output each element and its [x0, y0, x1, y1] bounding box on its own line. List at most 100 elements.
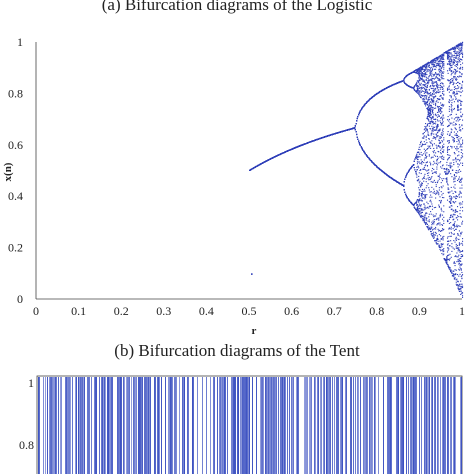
chart-a-point	[393, 179, 395, 181]
chart-a-point	[383, 88, 385, 90]
chart-a-point	[396, 82, 398, 84]
chart-a-point	[378, 91, 380, 93]
chart-a-point	[368, 158, 370, 160]
chart-a-point	[276, 155, 278, 157]
chart-a-point	[306, 142, 308, 144]
chart-a-point	[294, 147, 296, 149]
chart-a-point	[356, 117, 358, 120]
chart-a-title: (a) Bifurcation diagrams of the Logistic	[102, 0, 373, 14]
chart-a-point	[395, 180, 397, 182]
chart-a-point	[257, 164, 259, 166]
chart-a-point	[355, 123, 357, 125]
chart-a-point	[369, 98, 372, 100]
chart-a-point	[313, 140, 315, 142]
chart-a-point	[268, 159, 270, 161]
chart-a-point	[345, 129, 347, 131]
chart-a-point	[381, 170, 383, 172]
chart-a-point	[368, 157, 370, 159]
chart-logistic: (a) Bifurcation diagrams of the Logistic…	[2, 0, 465, 337]
chart-a-point	[325, 135, 327, 138]
chart-a-point	[335, 132, 337, 134]
chart-a-point	[269, 158, 271, 160]
chart-a-point	[356, 136, 358, 138]
chart-a-point	[364, 152, 366, 154]
chart-a-point	[341, 130, 343, 133]
chart-a-point	[265, 160, 268, 162]
chart-a-point	[354, 128, 356, 131]
chart-a-point	[392, 84, 394, 86]
chart-a-point	[257, 165, 259, 167]
chart-a-point	[342, 130, 344, 132]
chart-a-point	[327, 135, 330, 137]
chart-a-point	[272, 156, 274, 159]
chart-a-point	[344, 130, 346, 132]
chart-a-point	[362, 149, 364, 151]
chart-a-point	[390, 177, 392, 179]
chart-a-point	[263, 161, 265, 163]
chart-a-point	[316, 139, 318, 141]
chart-a-point	[329, 134, 331, 136]
chart-a-point	[358, 142, 360, 144]
chart-a-point	[289, 149, 291, 151]
chart-a-point	[277, 154, 279, 156]
chart-a-point	[395, 82, 397, 85]
chart-a-point	[379, 90, 382, 93]
chart-a-point	[321, 137, 323, 139]
chart-a-point	[314, 139, 316, 141]
chart-a-point	[384, 88, 386, 90]
chart-a-point	[255, 166, 257, 168]
chart-a-point	[274, 156, 276, 158]
chart-a-point	[260, 163, 262, 165]
chart-a-y-tick-label: 0.6	[8, 138, 23, 152]
chart-a-point	[354, 127, 356, 129]
chart-a-point	[333, 133, 335, 135]
chart-a-point	[292, 147, 294, 150]
chart-a-point	[382, 171, 384, 173]
chart-a-point	[360, 146, 362, 148]
chart-a-point	[287, 150, 289, 152]
chart-a-point	[297, 145, 299, 148]
chart-a-point	[369, 98, 371, 100]
chart-a-point	[356, 120, 358, 122]
chart-a-point	[356, 133, 358, 135]
chart-a-point	[372, 96, 374, 98]
chart-a-point	[372, 162, 374, 164]
chart-a-point	[293, 147, 295, 149]
chart-a-point	[385, 87, 387, 89]
chart-a-point	[267, 159, 269, 161]
chart-a-point	[347, 129, 349, 131]
chart-a-point	[352, 127, 354, 130]
chart-a-point	[290, 148, 293, 150]
chart-a-point	[308, 141, 310, 143]
chart-a-point	[371, 96, 373, 98]
chart-a-point	[374, 94, 377, 96]
chart-a-point	[347, 129, 350, 131]
chart-a-point	[310, 141, 312, 143]
chart-a-point	[334, 133, 336, 135]
chart-a-point	[361, 148, 363, 150]
chart-a-point	[249, 169, 251, 171]
chart-a-point	[264, 161, 266, 163]
chart-a-point	[371, 161, 373, 163]
chart-a-point	[354, 125, 356, 127]
chart-a-point	[264, 161, 266, 163]
chart-a-point	[340, 131, 342, 133]
chart-a-point	[389, 85, 391, 87]
chart-a-point	[374, 164, 376, 166]
chart-a-point	[259, 163, 261, 165]
chart-a-point	[386, 174, 388, 176]
chart-a-y-tick-label: 0	[17, 292, 23, 306]
chart-a-point	[312, 140, 314, 142]
chart-a-point	[297, 146, 299, 148]
chart-a-point	[249, 169, 251, 171]
chart-a-point	[252, 168, 254, 170]
chart-a-point	[322, 137, 324, 139]
chart-a-point	[396, 82, 398, 84]
chart-a-x-tick-label: 0.6	[284, 304, 299, 318]
chart-a-point	[376, 165, 378, 168]
chart-a-point	[396, 181, 398, 183]
chart-a-point	[329, 134, 331, 136]
chart-a-x-tick-label: 0	[33, 304, 39, 318]
chart-a-point	[305, 143, 307, 145]
chart-a-point	[348, 128, 350, 131]
